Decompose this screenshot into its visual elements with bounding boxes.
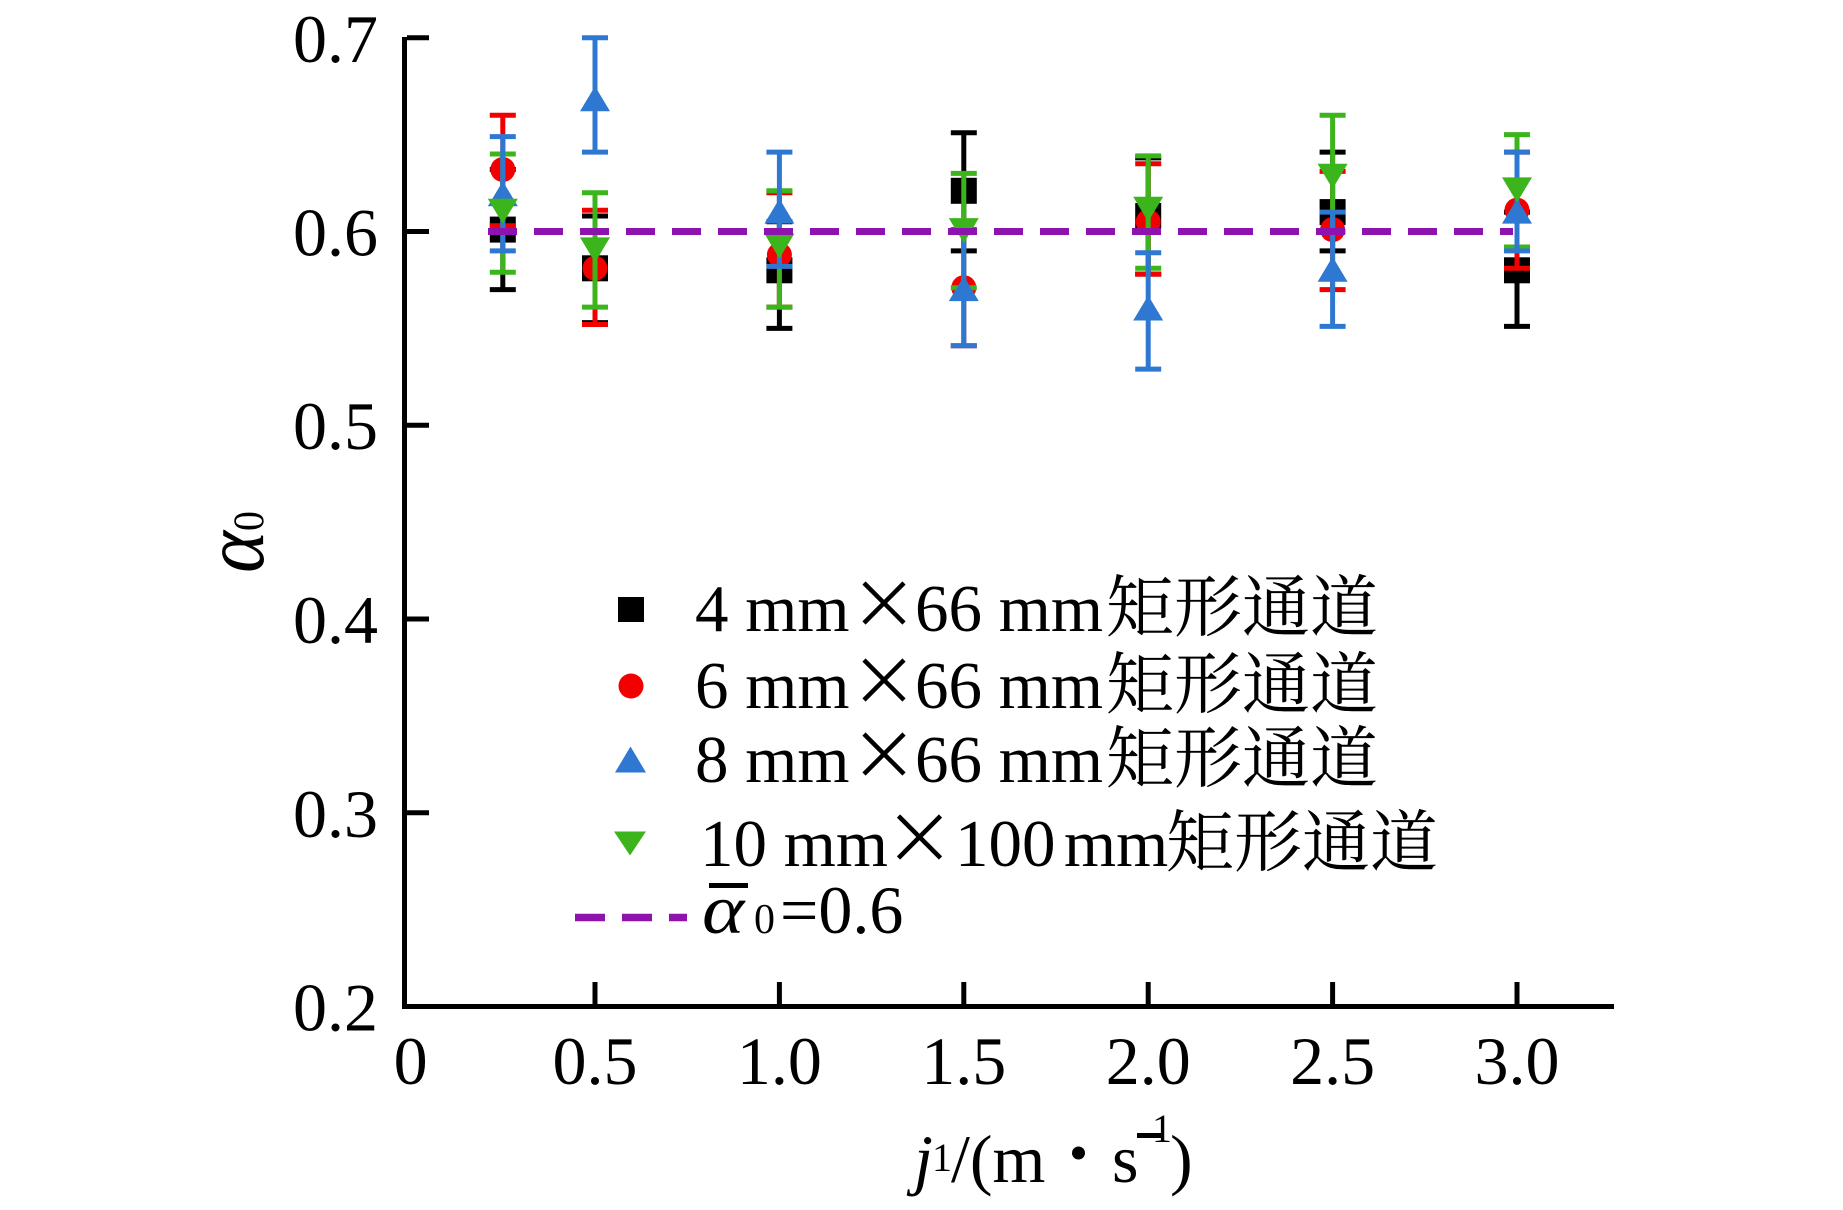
svg-text:): ) bbox=[1170, 1121, 1193, 1197]
svg-text:0.3: 0.3 bbox=[293, 776, 378, 852]
svg-text:s: s bbox=[1112, 1121, 1138, 1197]
svg-text:/(m: /(m bbox=[951, 1121, 1045, 1197]
svg-text:4 mm: 4 mm bbox=[695, 572, 849, 646]
svg-text:mm: mm bbox=[1064, 807, 1168, 881]
svg-text:2.5: 2.5 bbox=[1290, 1023, 1375, 1099]
svg-text:0: 0 bbox=[754, 897, 775, 943]
svg-text:1: 1 bbox=[932, 1135, 952, 1180]
svg-text:66 mm: 66 mm bbox=[915, 723, 1103, 797]
svg-text:0.6: 0.6 bbox=[293, 195, 378, 271]
svg-text:0.7: 0.7 bbox=[293, 1, 378, 77]
svg-text:0.5: 0.5 bbox=[553, 1023, 638, 1099]
svg-text:=0.6: =0.6 bbox=[780, 872, 903, 948]
svg-text:3.0: 3.0 bbox=[1475, 1023, 1560, 1099]
svg-text:0.2: 0.2 bbox=[293, 970, 378, 1046]
svg-text:100: 100 bbox=[955, 807, 1056, 881]
svg-text:0.4: 0.4 bbox=[293, 582, 378, 658]
svg-text:6 mm: 6 mm bbox=[695, 649, 849, 723]
svg-text:1: 1 bbox=[1152, 1106, 1172, 1151]
svg-text:8 mm: 8 mm bbox=[695, 723, 849, 797]
svg-text:66 mm: 66 mm bbox=[915, 649, 1103, 723]
svg-text:2.0: 2.0 bbox=[1106, 1023, 1191, 1099]
svg-text:1.0: 1.0 bbox=[737, 1023, 822, 1099]
svg-text:α0: α0 bbox=[186, 511, 283, 573]
svg-text:1.5: 1.5 bbox=[921, 1023, 1006, 1099]
svg-text:66 mm: 66 mm bbox=[915, 572, 1103, 646]
svg-text:10 mm: 10 mm bbox=[700, 807, 888, 881]
svg-text:0: 0 bbox=[394, 1023, 428, 1099]
svg-text:0.5: 0.5 bbox=[293, 388, 378, 464]
